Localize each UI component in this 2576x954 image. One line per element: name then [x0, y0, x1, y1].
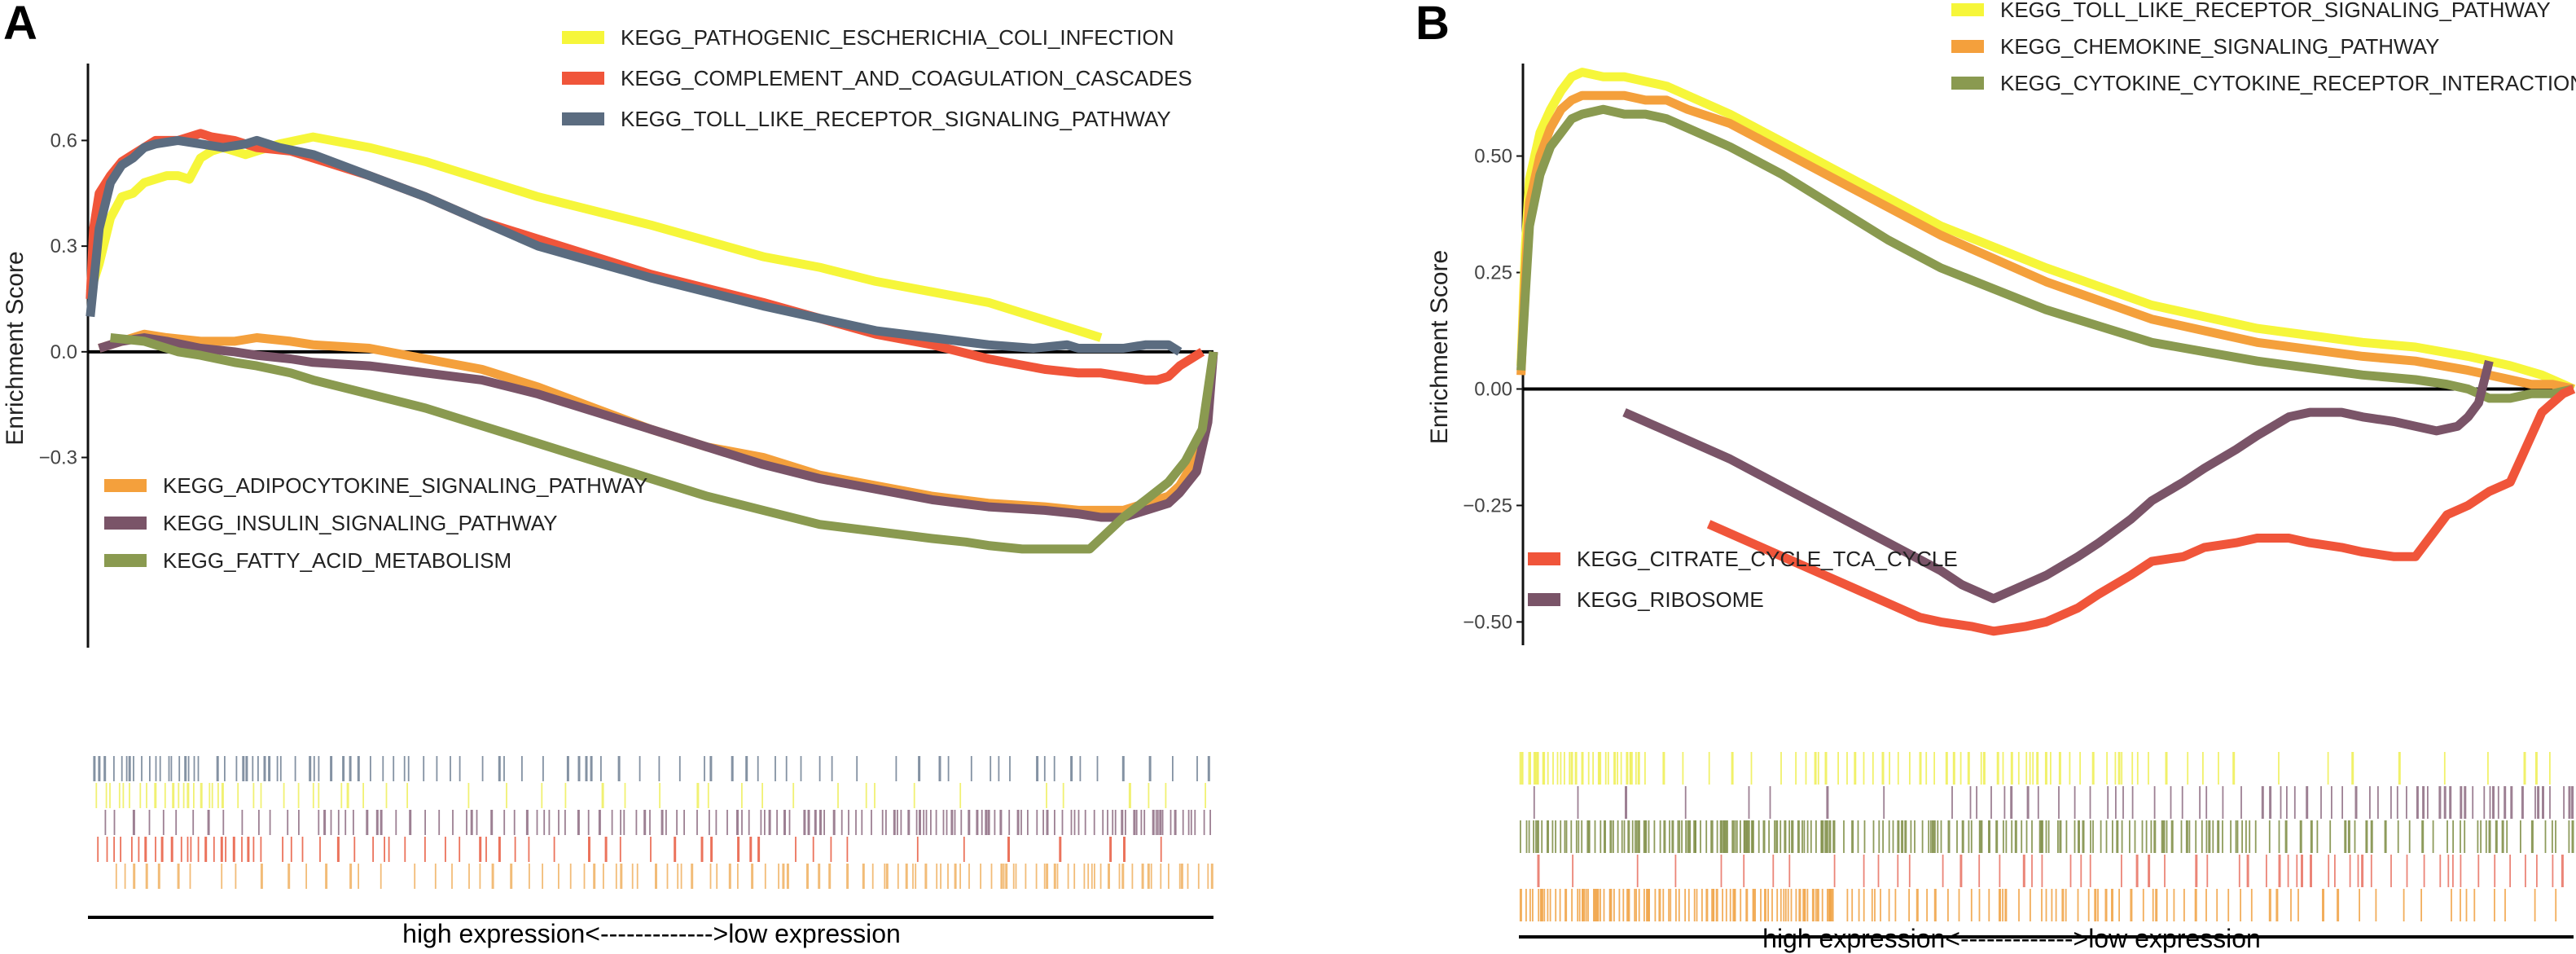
legend-swatch-toll-like-receptor-signaling-pathway [562, 112, 604, 125]
legend-label-pathogenic-escherichia-coli-infection: KEGG_PATHOGENIC_ESCHERICHIA_COLI_INFECTI… [621, 25, 1174, 50]
legend-label-toll-like-receptor-signaling-pathway: KEGG_TOLL_LIKE_RECEPTOR_SIGNALING_PATHWA… [621, 107, 1171, 131]
rug-row-insulin-signaling-pathway [104, 810, 1211, 835]
panel-letter: A [3, 0, 37, 50]
legend-swatch-citrate-cycle-tca-cycle [1528, 552, 1560, 565]
y-tick-label: −0.25 [1463, 495, 1512, 517]
legend-label-citrate-cycle-tca-cycle: KEGG_CITRATE_CYCLE_TCA_CYCLE [1577, 547, 1958, 571]
rug-row-adipocytokine-signaling-pathway [115, 864, 1213, 889]
y-tick-label: 0.3 [50, 235, 77, 257]
y-tick-label: 0.50 [1474, 146, 1512, 168]
legend-swatch-fatty-acid-metabolism [104, 554, 147, 567]
legend-label-insulin-signaling-pathway: KEGG_INSULIN_SIGNALING_PATHWAY [163, 511, 558, 535]
rug-row-toll-like-receptor-signaling-pathway [1519, 752, 2551, 785]
y-axis-label: Enrichment Score [1426, 250, 1453, 444]
x-axis-caption: high expression<------------->low expres… [1762, 924, 2261, 953]
legend-label-adipocytokine-signaling-pathway: KEGG_ADIPOCYTOKINE_SIGNALING_PATHWAY [163, 473, 647, 498]
series-line-insulin-signaling-pathway [98, 333, 1218, 522]
panel-a: A 0.6 0.3 0.0 −0.3 Enrichment Score KEGG_PATHO… [2, 0, 1218, 948]
legend-swatch-chemokine-signaling-pathway [1951, 40, 1984, 53]
legend-label-complement-and-coagulation-cascades: KEGG_COMPLEMENT_AND_COAGULATION_CASCADES [621, 66, 1192, 90]
y-axis-label: Enrichment Score [2, 251, 29, 445]
rug-row-cytokine-cytokine-receptor-interaction [1520, 820, 2574, 853]
y-tick-label: 0.25 [1474, 262, 1512, 284]
y-tick-label: −0.50 [1463, 611, 1512, 633]
legend-swatch-adipocytokine-signaling-pathway [104, 479, 147, 492]
series-line-ribosome [1622, 359, 2494, 604]
y-tick-label: 0.6 [50, 130, 77, 152]
legend-label-chemokine-signaling-pathway: KEGG_CHEMOKINE_SIGNALING_PATHWAY [2000, 34, 2439, 59]
legend-swatch-pathogenic-escherichia-coli-infection [562, 31, 604, 44]
rug-row-pathogenic-escherichia-coli-infection [95, 783, 1206, 808]
panel-letter: B [1415, 0, 1450, 50]
legend-swatch-toll-like-receptor-signaling-pathway [1951, 3, 1984, 16]
series-line-cytokine-cytokine-receptor-interaction [1516, 104, 2575, 403]
series-line-fatty-acid-metabolism [110, 333, 1218, 554]
rug-row-chemokine-signaling-pathway [1519, 889, 2557, 921]
legend-swatch-cytokine-cytokine-receptor-interaction [1951, 77, 1984, 90]
legend-swatch-ribosome [1528, 593, 1560, 606]
legend-swatch-complement-and-coagulation-cascades [562, 72, 604, 85]
rug-row-ribosome [1533, 786, 2574, 819]
legend-swatch-insulin-signaling-pathway [104, 517, 147, 530]
rug-row-citrate-cycle-tca-cycle [1537, 855, 2564, 887]
series-line-chemokine-signaling-pathway [1516, 90, 2575, 393]
panel-b: B 0.50 0.25 0.00 −0.25 −0.50 Enrichment Score K… [1415, 0, 2576, 953]
series-line-toll-like-receptor-signaling-pathway [86, 135, 1183, 356]
rug-row-complement-and-coagulation-cascades [97, 837, 1162, 862]
rug-row-toll-like-receptor-signaling-pathway [93, 756, 1210, 781]
y-tick-label: 0.00 [1474, 378, 1512, 400]
legend-label-cytokine-cytokine-receptor-interaction: KEGG_CYTOKINE_CYTOKINE_RECEPTOR_INTERACT… [2000, 71, 2576, 95]
legend-label-ribosome: KEGG_RIBOSOME [1577, 587, 1764, 612]
series-line-citrate-cycle-tca-cycle [1706, 385, 2576, 636]
legend-label-fatty-acid-metabolism: KEGG_FATTY_ACID_METABOLISM [163, 548, 511, 573]
y-tick-label: 0.0 [50, 341, 77, 363]
x-axis-caption: high expression<------------->low expres… [402, 919, 901, 948]
legend-label-toll-like-receptor-signaling-pathway: KEGG_TOLL_LIKE_RECEPTOR_SIGNALING_PATHWA… [2000, 0, 2551, 22]
y-tick-label: −0.3 [39, 447, 77, 469]
series-line-toll-like-receptor-signaling-pathway [1516, 68, 2576, 393]
